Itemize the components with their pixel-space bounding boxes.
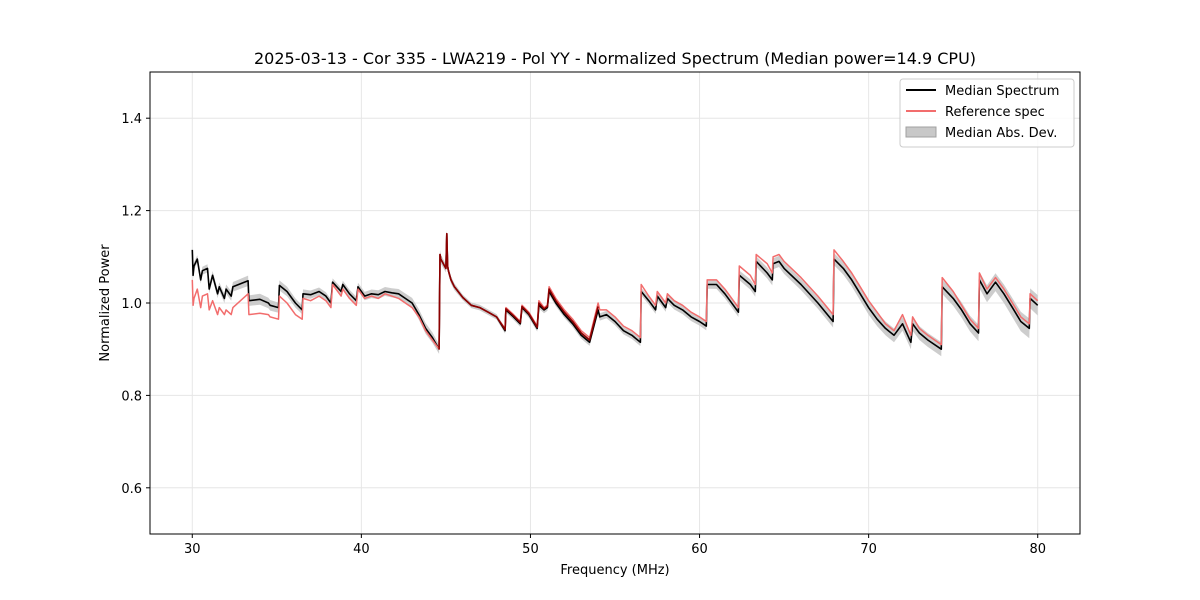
series-lines (191, 232, 1039, 351)
y-tick-label: 1.2 (121, 205, 142, 220)
legend-label-median: Median Spectrum (945, 84, 1059, 99)
y-tick-label: 1.0 (121, 297, 142, 312)
median-spectrum-line (191, 232, 1039, 351)
legend: Median Spectrum Reference spec Median Ab… (899, 78, 1075, 148)
chart-title: 2025-03-13 - Cor 335 - LWA219 - Pol YY -… (254, 49, 976, 68)
legend-box (899, 78, 1075, 148)
legend-swatch-mad (905, 126, 937, 138)
x-tick-label: 40 (353, 542, 370, 557)
y-tick-label: 1.4 (121, 112, 142, 127)
x-tick-label: 60 (691, 542, 708, 557)
reference-spectrum-line (191, 232, 1039, 350)
legend-label-mad: Median Abs. Dev. (945, 126, 1057, 141)
legend-label-reference: Reference spec (945, 105, 1045, 120)
x-tick-label: 50 (522, 542, 539, 557)
overlap-segment-line (438, 232, 599, 350)
x-axis-label: Frequency (MHz) (560, 563, 669, 578)
axis-ticks: 30 40 50 60 70 80 0.6 0.8 1.0 1.2 1.4 (121, 112, 1046, 557)
x-tick-label: 30 (184, 542, 201, 557)
x-tick-label: 80 (1029, 542, 1046, 557)
y-tick-label: 0.6 (121, 482, 142, 497)
x-tick-label: 70 (860, 542, 877, 557)
y-axis-label: Normalized Power (98, 244, 113, 362)
y-tick-label: 0.8 (121, 389, 142, 404)
